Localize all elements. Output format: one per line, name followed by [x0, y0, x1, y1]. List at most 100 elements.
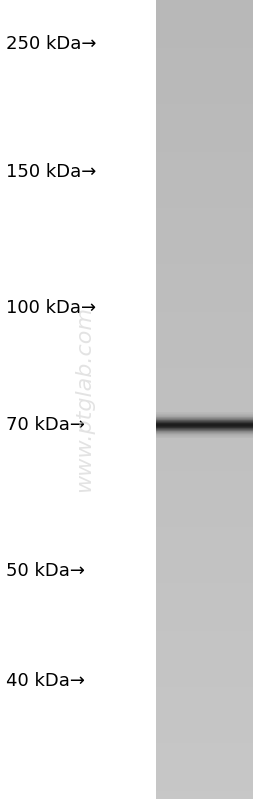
Bar	[156, 431, 253, 439]
Bar	[156, 703, 253, 711]
Bar	[156, 56, 253, 64]
Bar	[156, 40, 253, 48]
Bar	[156, 136, 253, 144]
Bar	[156, 767, 253, 775]
Text: 250 kDa→: 250 kDa→	[6, 35, 96, 53]
Bar	[156, 495, 253, 503]
Bar	[156, 711, 253, 719]
Bar	[156, 360, 253, 368]
Bar	[156, 120, 253, 128]
Bar	[156, 8, 253, 16]
Bar	[156, 320, 253, 328]
Bar	[156, 487, 253, 495]
Bar	[156, 527, 253, 535]
Bar	[156, 64, 253, 72]
Bar	[156, 727, 253, 735]
Bar	[156, 104, 253, 112]
Text: 50 kDa→: 50 kDa→	[6, 562, 85, 580]
Bar	[156, 783, 253, 791]
Bar	[156, 551, 253, 559]
Bar	[156, 336, 253, 344]
Bar	[156, 368, 253, 376]
Bar	[156, 455, 253, 463]
Bar	[156, 208, 253, 216]
Bar	[156, 152, 253, 160]
Bar	[156, 615, 253, 623]
Bar	[156, 631, 253, 639]
Bar	[156, 511, 253, 519]
Bar	[156, 503, 253, 511]
Bar	[156, 407, 253, 415]
Bar	[156, 312, 253, 320]
Bar	[156, 463, 253, 471]
Text: 100 kDa→: 100 kDa→	[6, 299, 96, 316]
Bar	[156, 0, 253, 799]
Bar	[156, 0, 253, 8]
Bar	[156, 256, 253, 264]
Bar	[156, 623, 253, 631]
Bar	[156, 415, 253, 423]
Bar	[156, 607, 253, 615]
Bar	[156, 671, 253, 679]
Bar	[156, 144, 253, 152]
Bar	[156, 384, 253, 392]
Bar	[156, 160, 253, 168]
Bar	[156, 96, 253, 104]
Bar	[156, 192, 253, 200]
Bar	[156, 695, 253, 703]
Bar	[156, 655, 253, 663]
Bar	[156, 224, 253, 232]
Bar	[156, 599, 253, 607]
Bar	[156, 216, 253, 224]
Bar	[156, 344, 253, 352]
Bar	[156, 32, 253, 40]
Bar	[156, 80, 253, 88]
Bar	[156, 128, 253, 136]
Text: 150 kDa→: 150 kDa→	[6, 163, 96, 181]
Bar	[156, 352, 253, 360]
Bar	[156, 400, 253, 407]
Bar	[156, 24, 253, 32]
Bar	[156, 328, 253, 336]
Bar	[156, 200, 253, 208]
Bar	[156, 184, 253, 192]
Text: 40 kDa→: 40 kDa→	[6, 672, 85, 690]
Bar	[156, 535, 253, 543]
Bar	[156, 751, 253, 759]
Bar	[156, 176, 253, 184]
Bar	[156, 575, 253, 583]
Bar	[156, 519, 253, 527]
Bar	[156, 591, 253, 599]
Bar	[156, 471, 253, 479]
Bar	[156, 439, 253, 447]
Bar	[156, 447, 253, 455]
Bar	[156, 240, 253, 248]
Bar	[156, 647, 253, 655]
Bar	[156, 376, 253, 384]
Bar	[156, 775, 253, 783]
Bar	[156, 639, 253, 647]
Bar	[156, 304, 253, 312]
Bar	[156, 112, 253, 120]
Bar	[156, 72, 253, 80]
Bar	[156, 296, 253, 304]
Bar	[156, 543, 253, 551]
Bar	[156, 479, 253, 487]
Bar	[156, 743, 253, 751]
Bar	[156, 392, 253, 400]
Bar	[156, 687, 253, 695]
Bar	[156, 16, 253, 24]
Bar	[156, 663, 253, 671]
Bar	[156, 759, 253, 767]
Bar	[156, 248, 253, 256]
Bar	[156, 567, 253, 575]
Text: 70 kDa→: 70 kDa→	[6, 416, 85, 434]
Bar	[156, 232, 253, 240]
Bar	[156, 583, 253, 591]
Bar	[156, 272, 253, 280]
Bar	[156, 168, 253, 176]
Bar	[156, 48, 253, 56]
Bar	[156, 559, 253, 567]
Bar	[156, 280, 253, 288]
Bar	[156, 288, 253, 296]
